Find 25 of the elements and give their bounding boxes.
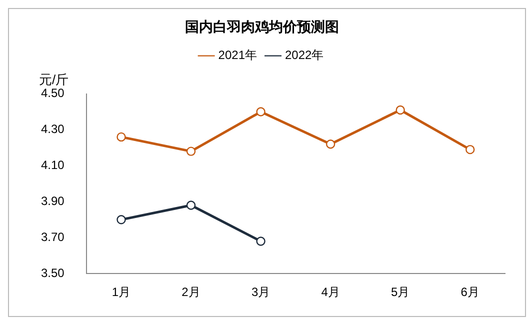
y-axis-title: 元/斤 <box>39 71 69 88</box>
legend-label: 2022年 <box>285 48 324 62</box>
y-tick-label: 3.70 <box>40 230 65 244</box>
point <box>256 107 266 116</box>
y-tick-label: 4.30 <box>40 122 65 136</box>
point <box>186 146 196 156</box>
y-tick-label: 4.10 <box>40 158 65 172</box>
point <box>466 144 475 154</box>
chart-title: 国内白羽肉鸡均价预测图 <box>185 18 339 34</box>
x-tick-label: 1月 <box>112 285 131 300</box>
x-tick-label: 5月 <box>390 285 410 300</box>
legend-label: 2021年 <box>218 48 258 62</box>
point <box>116 215 126 224</box>
y-tick-label: 4.50 <box>40 86 65 100</box>
x-tick-label: 3月 <box>251 285 270 300</box>
point <box>186 200 196 210</box>
y-tick-label: 3.50 <box>40 266 65 280</box>
y-tick-label: 3.90 <box>40 194 65 208</box>
point <box>256 236 266 246</box>
point <box>116 132 126 142</box>
x-tick-label: 2月 <box>182 285 200 300</box>
point <box>326 140 336 149</box>
point <box>396 105 405 115</box>
x-tick-label: 6月 <box>460 285 480 300</box>
x-tick-label: 4月 <box>321 285 340 300</box>
